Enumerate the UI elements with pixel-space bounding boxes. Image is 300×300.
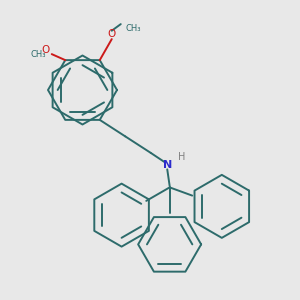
- Text: CH₃: CH₃: [30, 50, 46, 58]
- Text: CH₃: CH₃: [125, 24, 141, 33]
- Text: O: O: [108, 29, 116, 39]
- Text: N: N: [163, 160, 172, 170]
- Text: H: H: [178, 152, 185, 162]
- Text: O: O: [42, 45, 50, 55]
